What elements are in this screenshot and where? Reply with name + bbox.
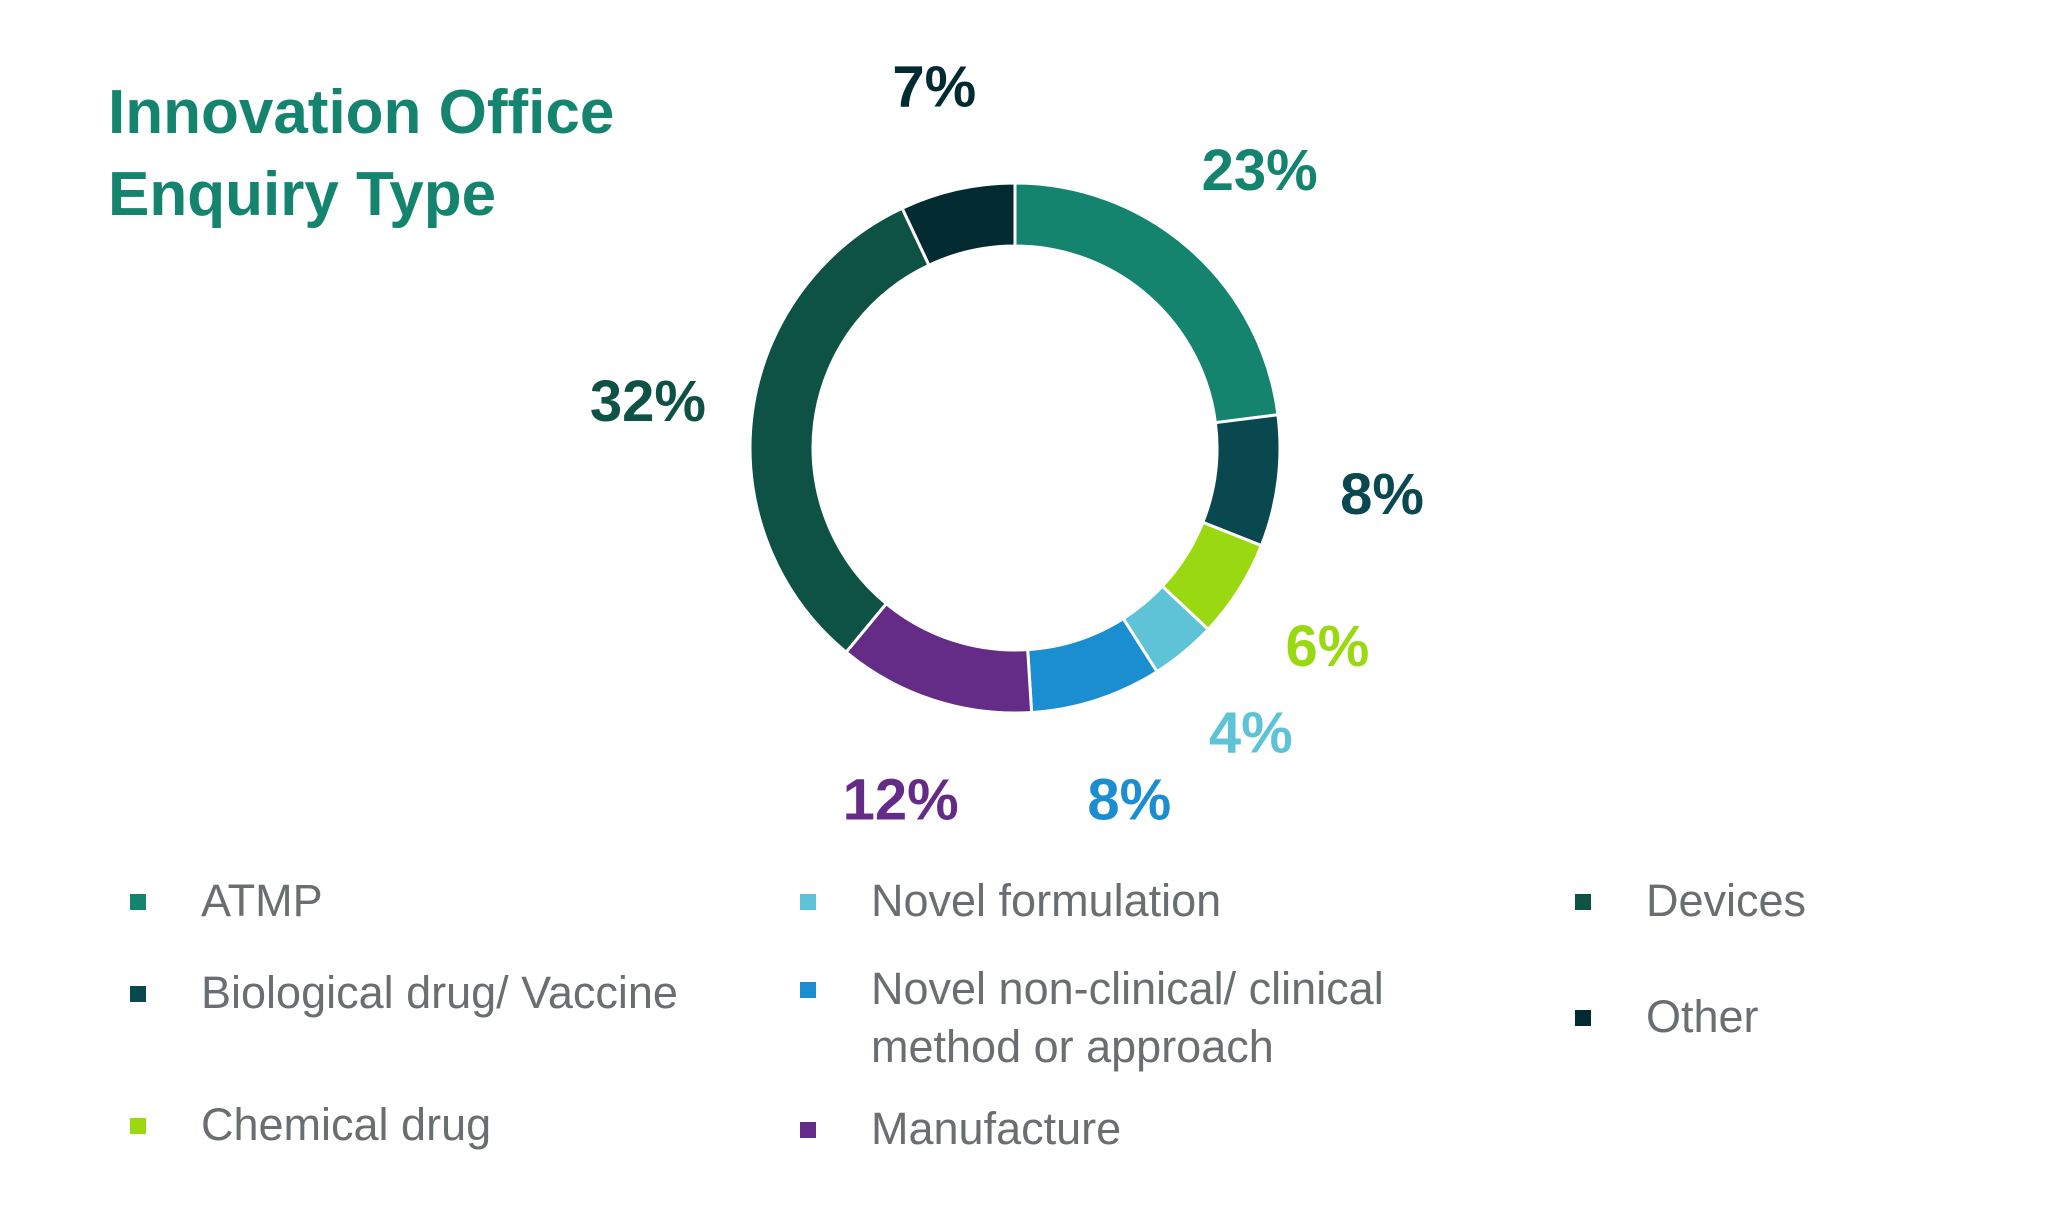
legend-item-devices: Devices bbox=[1575, 872, 1806, 930]
data-label-novel-formulation: 4% bbox=[1209, 701, 1293, 766]
legend-marker-atmp bbox=[130, 894, 146, 910]
legend-label-chemical-drug: Chemical drug bbox=[201, 1099, 492, 1150]
slice-devices bbox=[748, 206, 931, 655]
legend-item-novel-formulation: Novel formulation bbox=[800, 872, 1221, 930]
data-label-biological-drug-vaccine: 8% bbox=[1340, 462, 1424, 527]
data-label-manufacture: 12% bbox=[843, 767, 959, 832]
legend-item-other: Other bbox=[1575, 988, 1759, 1046]
legend-marker-chemical-drug bbox=[130, 1118, 146, 1134]
legend-label-biological-drug-vaccine: Biological drug/ Vaccine bbox=[201, 967, 678, 1018]
legend-label-novel-method: Novel non-clinical/ clinical method or a… bbox=[871, 963, 1384, 1072]
slice-other bbox=[900, 181, 1017, 268]
data-label-atmp: 23% bbox=[1202, 138, 1318, 203]
legend-marker-devices bbox=[1575, 894, 1591, 910]
legend-label-atmp: ATMP bbox=[201, 875, 323, 926]
legend-item-biological-drug-vaccine: Biological drug/ Vaccine bbox=[130, 964, 678, 1022]
data-label-other: 7% bbox=[892, 54, 976, 119]
legend-marker-other bbox=[1575, 1010, 1591, 1026]
legend-label-devices: Devices bbox=[1646, 875, 1807, 926]
data-label-devices: 32% bbox=[590, 369, 706, 434]
legend-marker-novel-formulation bbox=[800, 894, 816, 910]
data-label-novel-non-clinical-clinical-method-or-approach: 8% bbox=[1087, 767, 1171, 832]
chart-title: Innovation Office Enquiry Type bbox=[108, 72, 614, 236]
slice-atmp bbox=[1013, 181, 1280, 425]
legend-item-novel-method: Novel non-clinical/ clinical method or a… bbox=[800, 960, 1500, 1076]
legend-label-other: Other bbox=[1646, 991, 1759, 1042]
legend-label-novel-formulation: Novel formulation bbox=[871, 875, 1222, 926]
legend-label-manufacture: Manufacture bbox=[871, 1103, 1122, 1154]
chart-title-line-1: Innovation Office bbox=[108, 78, 615, 147]
legend-item-atmp: ATMP bbox=[130, 872, 323, 930]
data-label-chemical-drug: 6% bbox=[1285, 614, 1369, 679]
legend-marker-biological-drug-vaccine bbox=[130, 986, 146, 1002]
legend-marker-novel-method bbox=[800, 982, 816, 998]
legend-marker-manufacture bbox=[800, 1122, 816, 1138]
chart-title-line-2: Enquiry Type bbox=[108, 160, 497, 229]
legend-item-chemical-drug: Chemical drug bbox=[130, 1096, 491, 1154]
legend-item-manufacture: Manufacture bbox=[800, 1100, 1121, 1158]
